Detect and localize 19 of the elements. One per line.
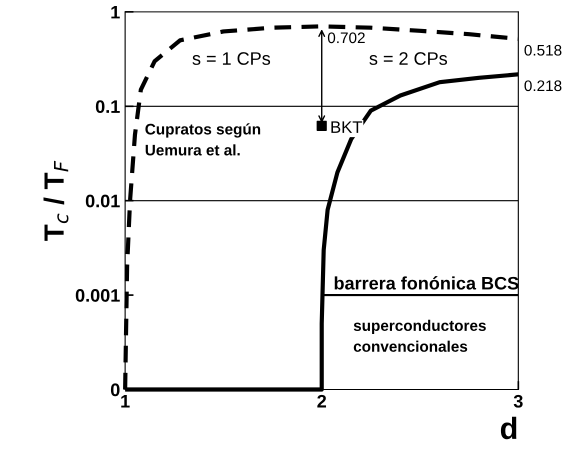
annotation: BKT [331, 121, 362, 133]
y-tick-label: 0 [110, 383, 120, 396]
y-tick-label: 1 [111, 6, 120, 18]
series-label: barrera fonónica BCS [334, 276, 518, 290]
x-tick-label: 2 [317, 394, 326, 408]
data-label: 0.218 [524, 80, 562, 92]
y-axis-title: T$_{c}$ / T$_{F}$ [43, 160, 68, 241]
y-tick-label: 0.001 [76, 289, 120, 302]
data-label: 0.702 [328, 32, 365, 44]
annotation: superconductores convencionales [354, 320, 486, 352]
y-tick-label: 0.1 [96, 100, 120, 113]
annotation: Cupratos según Uemura et al. [145, 123, 260, 156]
x-tick-label: 1 [121, 395, 130, 408]
y-tick-label: 0.01 [86, 194, 120, 208]
series-label: s = 1 CPs [192, 52, 270, 65]
x-tick-label: 3 [514, 394, 523, 408]
x-axis-title: d [500, 416, 516, 440]
series-label: s = 2 CPs [369, 52, 448, 65]
data-label: 0.518 [524, 44, 562, 56]
